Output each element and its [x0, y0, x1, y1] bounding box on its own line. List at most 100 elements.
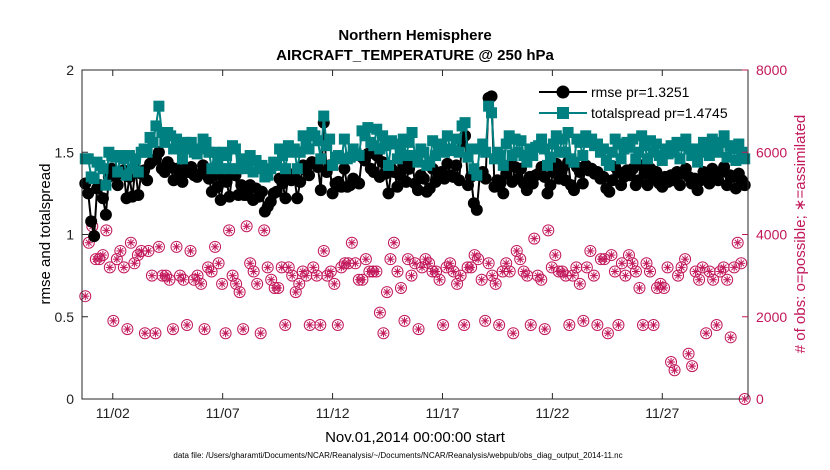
obs-asterisk-stroke — [257, 330, 264, 337]
obs-asterisk-stroke — [734, 239, 741, 246]
totalspread-point — [321, 140, 333, 152]
totalspread-point — [206, 163, 218, 175]
obs-circle — [335, 261, 348, 274]
totalspread-point — [462, 151, 474, 163]
obs-point — [510, 244, 523, 257]
totalspread-point — [639, 140, 651, 152]
obs-circle — [622, 249, 635, 262]
obs-circle — [500, 257, 513, 270]
obs-point — [100, 224, 113, 237]
totalspread-point — [412, 156, 424, 168]
obs-asterisk-stroke — [643, 260, 650, 267]
obs-circle — [658, 281, 671, 294]
obs-point — [658, 281, 671, 294]
totalspread-point — [574, 136, 586, 148]
obs-point — [458, 318, 471, 331]
obs-circle — [724, 331, 737, 344]
y-tick-label: 0 — [66, 391, 74, 407]
obs-circle — [121, 323, 134, 336]
obs-asterisk-stroke — [667, 358, 675, 366]
rmse-point — [353, 177, 366, 190]
obs-circle — [254, 327, 267, 340]
obs-point — [349, 257, 362, 270]
totalspread-point — [97, 163, 109, 175]
totalspread-point — [683, 143, 695, 155]
totalspread-point — [274, 143, 286, 155]
totalspread-point — [194, 143, 206, 155]
obs-point — [149, 327, 162, 340]
obs-asterisk-stroke — [485, 260, 492, 267]
totalspread-point — [362, 122, 374, 134]
totalspread-point — [459, 117, 471, 129]
obs-point — [489, 277, 502, 290]
obs-point — [717, 261, 730, 274]
obs-asterisk-stroke — [404, 255, 412, 263]
obs-asterisk-stroke — [148, 272, 156, 279]
rmse-point — [673, 179, 686, 192]
obs-point — [128, 257, 141, 270]
obs-point — [721, 273, 734, 286]
totalspread-point — [235, 153, 247, 165]
obs-circle — [640, 257, 653, 270]
totalspread-point — [129, 153, 141, 165]
obs-circle — [282, 261, 295, 274]
chart-title: Northern Hemisphere — [338, 27, 491, 44]
totalspread-point — [109, 151, 121, 163]
obs-point — [394, 281, 407, 294]
obs-asterisk-stroke — [650, 321, 657, 329]
obs-circle — [693, 273, 706, 286]
obs-point — [240, 220, 253, 233]
totalspread-point — [586, 133, 598, 145]
obs-circle — [654, 277, 667, 290]
obs-circle — [296, 265, 309, 278]
totalspread-point — [121, 169, 133, 181]
obs-circle — [605, 249, 618, 262]
obs-circle — [437, 318, 450, 331]
obs-asterisk-stroke — [685, 350, 692, 357]
obs-asterisk-stroke — [82, 293, 89, 300]
obs-point — [493, 318, 506, 331]
obs-asterisk-stroke — [457, 272, 464, 279]
totalspread-point — [126, 163, 138, 175]
obs-asterisk-stroke — [548, 264, 555, 271]
obs-point — [212, 257, 225, 270]
totalspread-point — [118, 153, 130, 165]
obs-asterisk-stroke — [706, 268, 713, 275]
rmse-point — [235, 179, 248, 192]
obs-point — [317, 244, 330, 257]
totalspread-point — [229, 143, 241, 155]
rmse-point — [603, 185, 616, 198]
obs-asterisk-stroke — [552, 251, 559, 259]
obs-circle — [117, 261, 130, 274]
obs-point — [444, 257, 457, 270]
rmse-point — [85, 215, 98, 228]
obs-circle — [721, 273, 734, 286]
obs-asterisk-stroke — [232, 280, 240, 288]
obs-asterisk-stroke — [208, 268, 215, 275]
obs-asterisk-stroke — [194, 272, 201, 279]
totalspread-point — [271, 159, 283, 171]
obs-point — [423, 257, 436, 270]
totalspread-point — [427, 135, 439, 147]
obs-point — [191, 269, 204, 282]
rmse-point — [338, 162, 351, 175]
totalspread-point — [397, 133, 409, 145]
rmse-point — [99, 208, 112, 221]
obs-asterisk-stroke — [566, 321, 573, 329]
obs-asterisk-stroke — [243, 223, 250, 230]
obs-circle — [563, 318, 576, 331]
totalspread-point — [680, 133, 692, 145]
obs-point — [693, 273, 706, 286]
obs-asterisk-stroke — [211, 243, 219, 251]
obs-point — [486, 269, 499, 282]
obs-circle — [598, 253, 611, 266]
obs-circle — [601, 327, 614, 340]
x-tick-label: 11/17 — [425, 405, 459, 421]
obs-point — [145, 269, 158, 282]
obs-circle — [279, 318, 292, 331]
obs-asterisk-stroke — [99, 251, 107, 259]
obs-point — [152, 240, 165, 253]
obs-asterisk-stroke — [513, 247, 520, 255]
totalspread-point — [650, 138, 662, 150]
